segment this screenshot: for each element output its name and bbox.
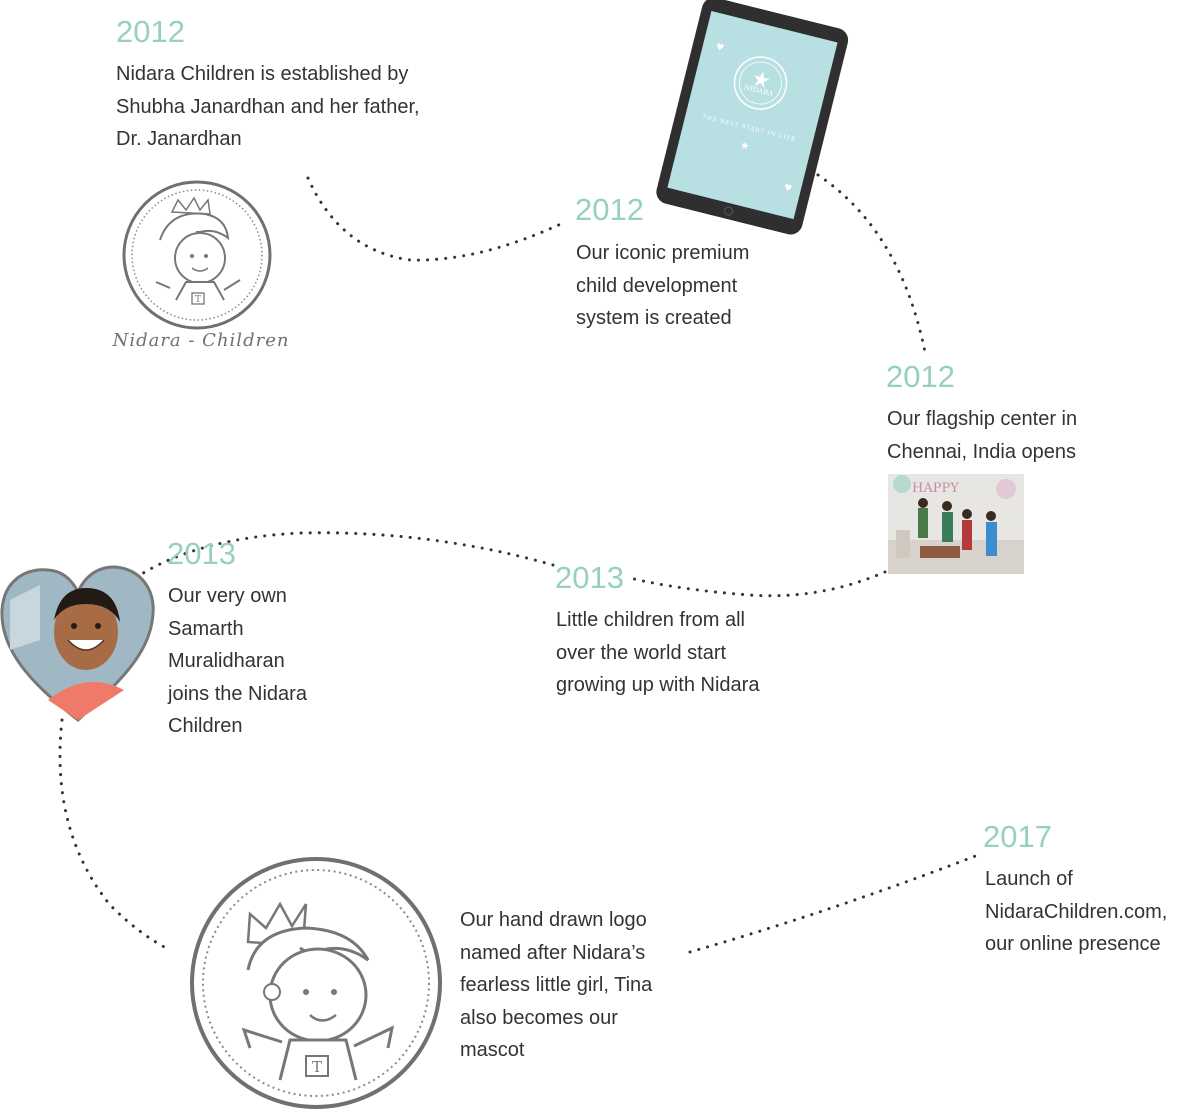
milestone-1-year: 2012 [116,14,185,49]
milestone-6-text: Our hand drawn logo named after Nidara’s… [460,909,653,1062]
milestone-5-text: Little children from all over the world … [556,609,760,697]
milestone-1-text: Nidara Children is established by Shubha… [116,63,420,151]
svg-text:T: T [312,1058,322,1076]
path-segment-2 [816,173,927,354]
milestone-2-year: 2012 [575,192,644,227]
tina-logo-small-icon: T [122,180,272,330]
tina-logo-large-icon: T [190,857,442,1109]
milestone-7-text: Launch of NidaraChildren.com, our online… [985,868,1168,956]
svg-text:♥: ♥ [783,183,793,195]
path-segment-1 [306,176,567,262]
logo-caption: Nidara - Children [112,330,290,351]
milestone-4-text: Our very own Samarth Muralidharan joins … [168,585,307,738]
milestone-4-year: 2013 [167,536,236,571]
path-segment-5 [58,718,172,952]
party-banner-text: HAPPY [912,481,959,496]
party-photo-icon: HAPPY [888,474,1024,574]
child-portrait-icon [0,565,155,722]
milestone-7-year: 2017 [983,819,1052,854]
milestone-3-text: Our flagship center in Chennai, India op… [887,408,1078,463]
path-segment-3 [628,570,887,598]
tablet-icon: NIDARA THE BEST START IN LIFE ★ ♥ ♥ [656,0,849,235]
milestone-5-year: 2013 [555,560,624,595]
milestone-2-text: Our iconic premium child development sys… [576,242,750,330]
svg-text:★: ★ [739,138,752,153]
svg-text:T: T [195,295,201,305]
milestone-3-year: 2012 [886,359,955,394]
path-segment-6 [688,853,980,954]
svg-text:♥: ♥ [715,42,725,54]
